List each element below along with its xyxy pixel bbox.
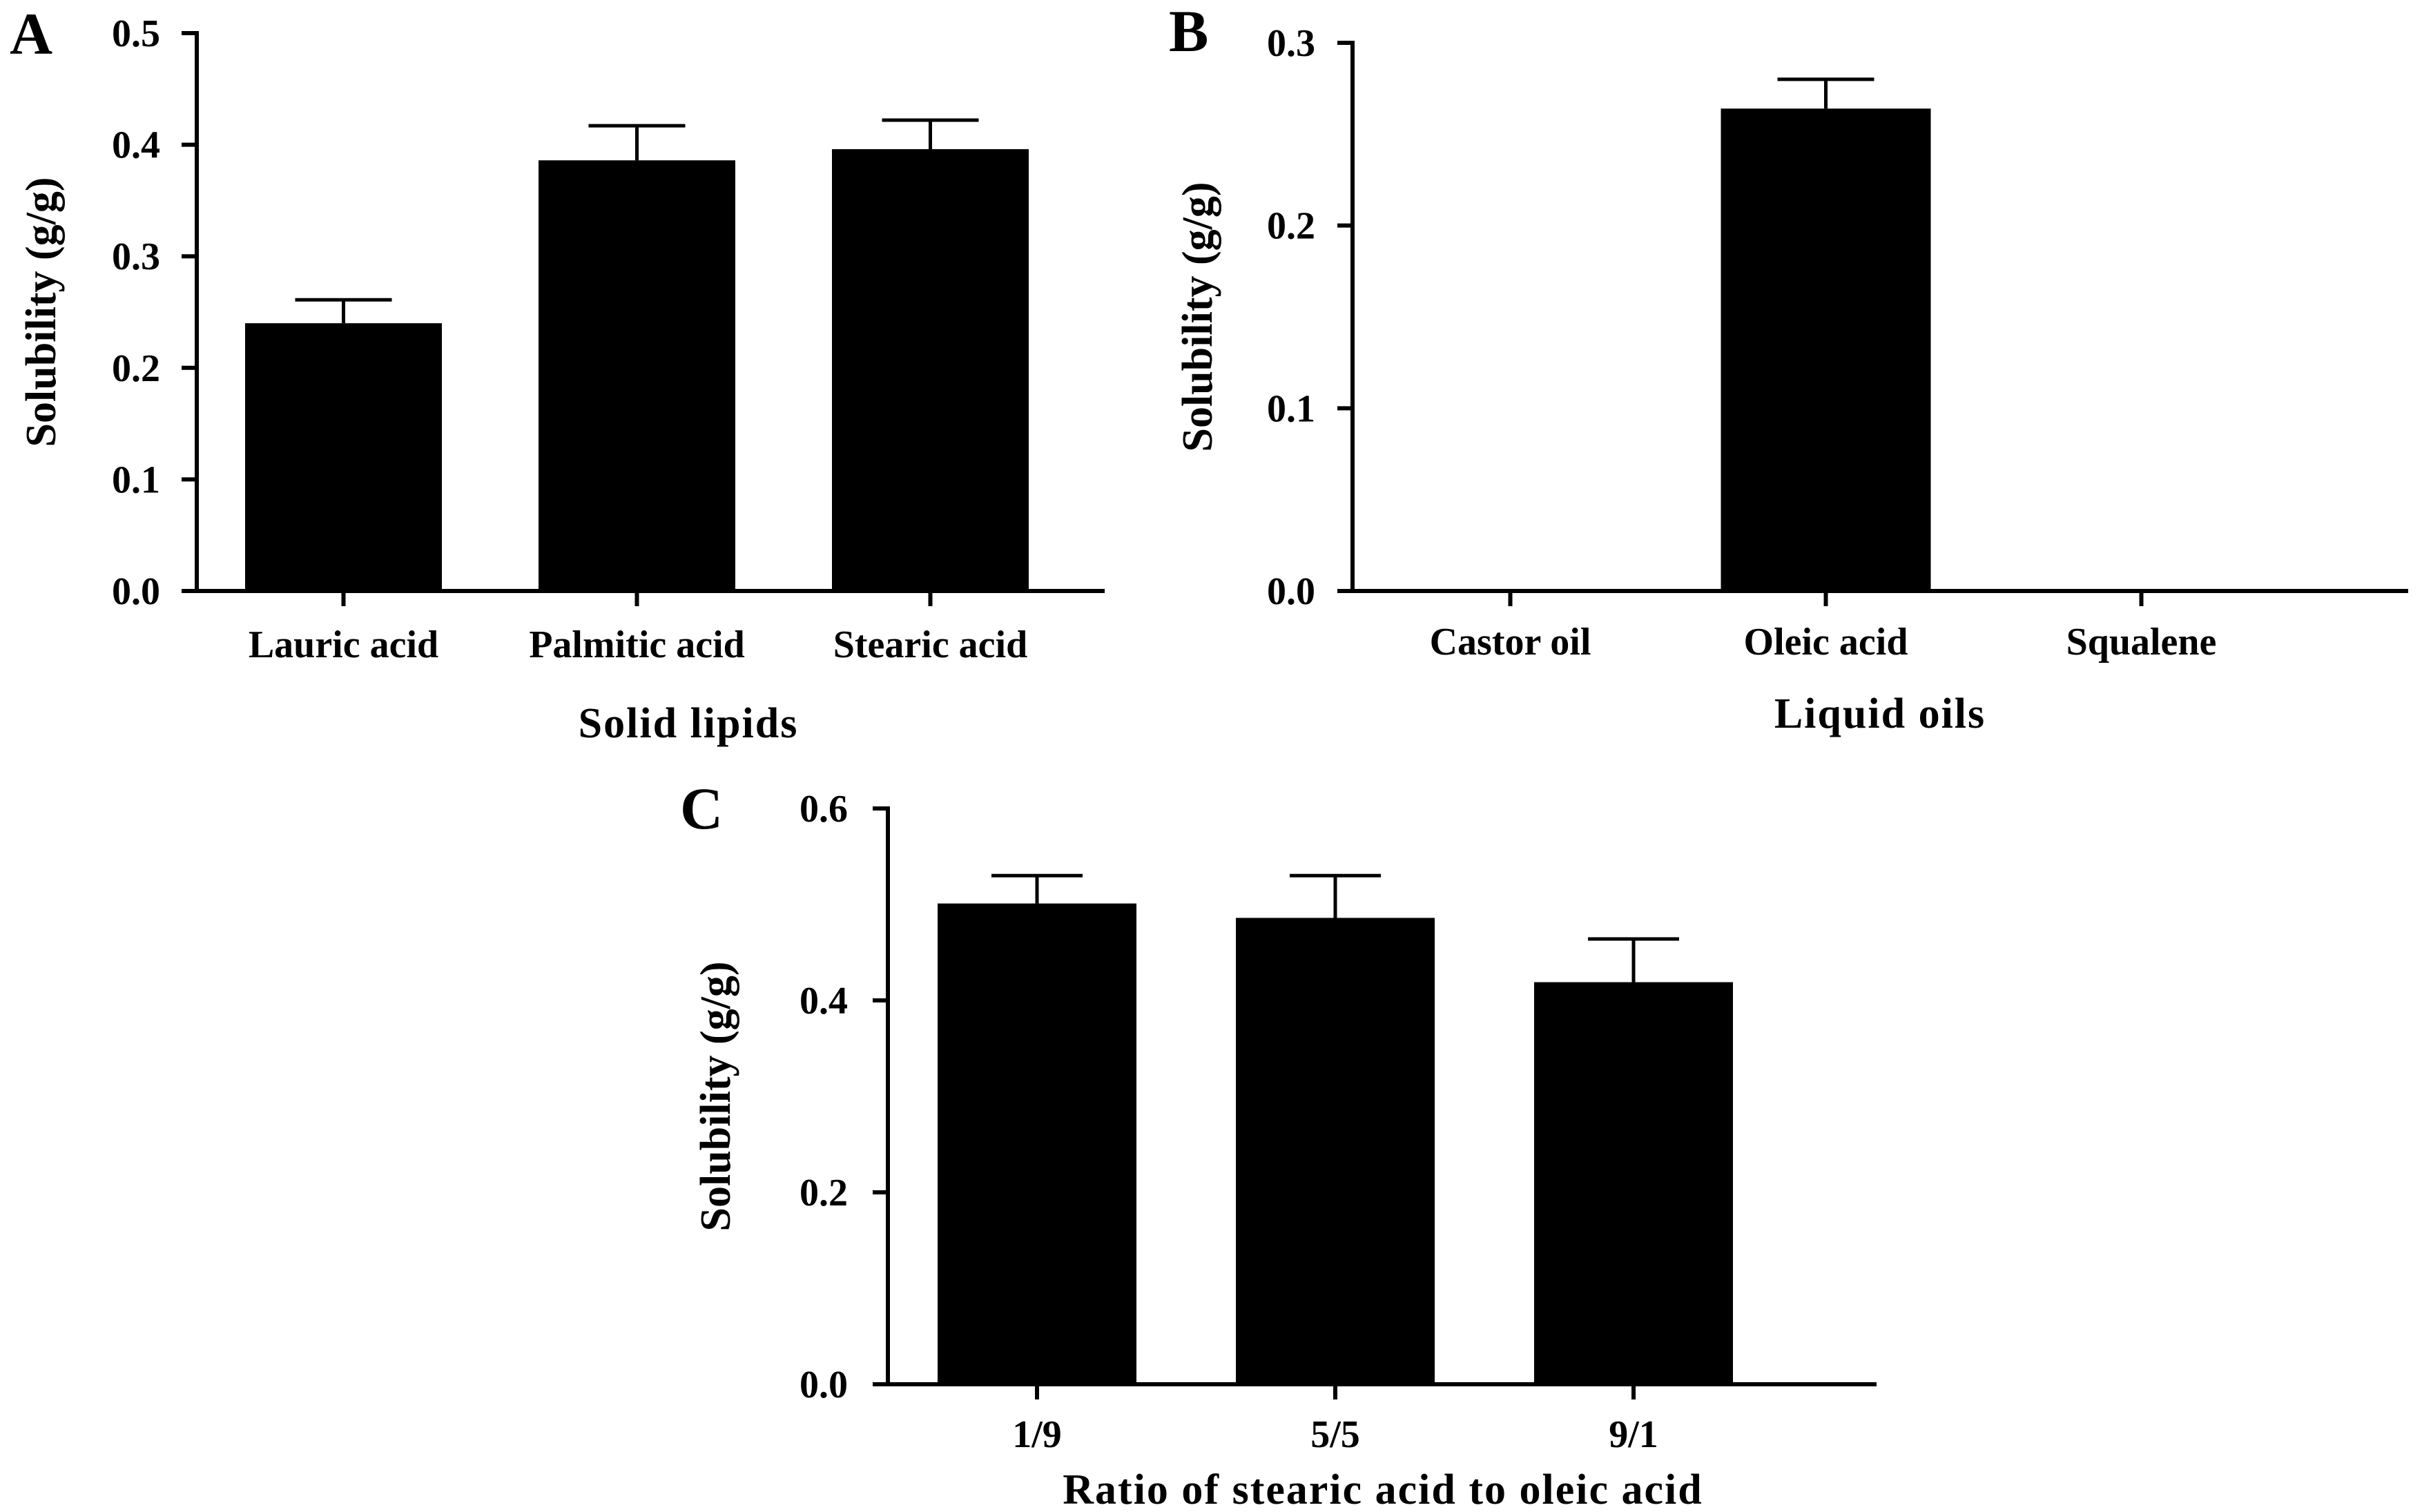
panel-letter-b: B — [1169, 0, 1208, 64]
panel-b-category-label: Oleic acid — [1744, 621, 1908, 663]
panel-a-chart: A 0.0 0.1 0.2 0.3 0.4 0.5 Lauric acid Palmitic … — [10, 1, 1105, 747]
panel-c-y-axis-title: Solubility (g/g) — [692, 961, 739, 1231]
panel-c-bar — [1236, 918, 1435, 1384]
panel-b-x-axis-title: Liquid oils — [1774, 690, 1986, 737]
panel-a-y-axis-title: Solubility (g/g) — [18, 177, 65, 447]
panel-b-y-tick-label: 0.3 — [1267, 22, 1315, 65]
panel-a-y-tick-label: 0.5 — [112, 12, 160, 55]
panel-c-y-tick-label: 0.6 — [800, 788, 848, 831]
panel-c-y-tick-label: 0.0 — [800, 1364, 848, 1406]
panel-a-y-tick-label: 0.4 — [112, 124, 160, 167]
panel-letter-a: A — [10, 1, 52, 67]
panel-a-category-label: Palmitic acid — [529, 623, 745, 666]
panel-b-y-tick-label: 0.0 — [1267, 570, 1315, 613]
panel-a-bar — [539, 160, 735, 591]
panel-b-y-tick-label: 0.2 — [1267, 205, 1315, 248]
panel-c-bar — [1534, 982, 1733, 1384]
panel-a-y-tick-label: 0.3 — [112, 235, 160, 278]
panel-a-y-tick-label: 0.2 — [112, 347, 160, 390]
panel-c-chart: C 0.0 0.2 0.4 0.6 1/9 5/5 9/1 Ratio of stearic … — [680, 775, 1877, 1512]
panel-b-y-axis-title: Solubility (g/g) — [1174, 182, 1221, 452]
panel-a-x-axis-title: Solid lipids — [579, 700, 799, 747]
panel-letter-c: C — [680, 775, 723, 842]
panel-a-bar — [245, 323, 442, 591]
panel-c-y-tick-label: 0.4 — [800, 980, 848, 1022]
panel-b-bar — [1721, 108, 1931, 591]
panel-c-category-label: 5/5 — [1310, 1413, 1360, 1456]
panel-c-bar — [938, 903, 1136, 1384]
panel-b-y-tick-label: 0.1 — [1267, 387, 1315, 430]
panel-a-y-tick-label: 0.0 — [112, 570, 160, 613]
panel-a-category-label: Stearic acid — [833, 623, 1027, 666]
panel-c-category-label: 9/1 — [1609, 1413, 1658, 1456]
panel-c-x-axis-title: Ratio of stearic acid to oleic acid — [1063, 1466, 1703, 1512]
panel-c-category-label: 1/9 — [1012, 1413, 1062, 1456]
panel-a-category-label: Lauric acid — [249, 623, 438, 666]
panel-a-y-tick-label: 0.1 — [112, 458, 160, 501]
panel-b-category-label: Castor oil — [1430, 621, 1591, 663]
panel-c-y-tick-label: 0.2 — [800, 1172, 848, 1214]
panel-b-chart: B 0.0 0.1 0.2 0.3 Castor oil Oleic acid Squale… — [1169, 0, 2408, 737]
panel-b-category-label: Squalene — [2066, 621, 2217, 663]
panel-a-bar — [832, 149, 1029, 592]
